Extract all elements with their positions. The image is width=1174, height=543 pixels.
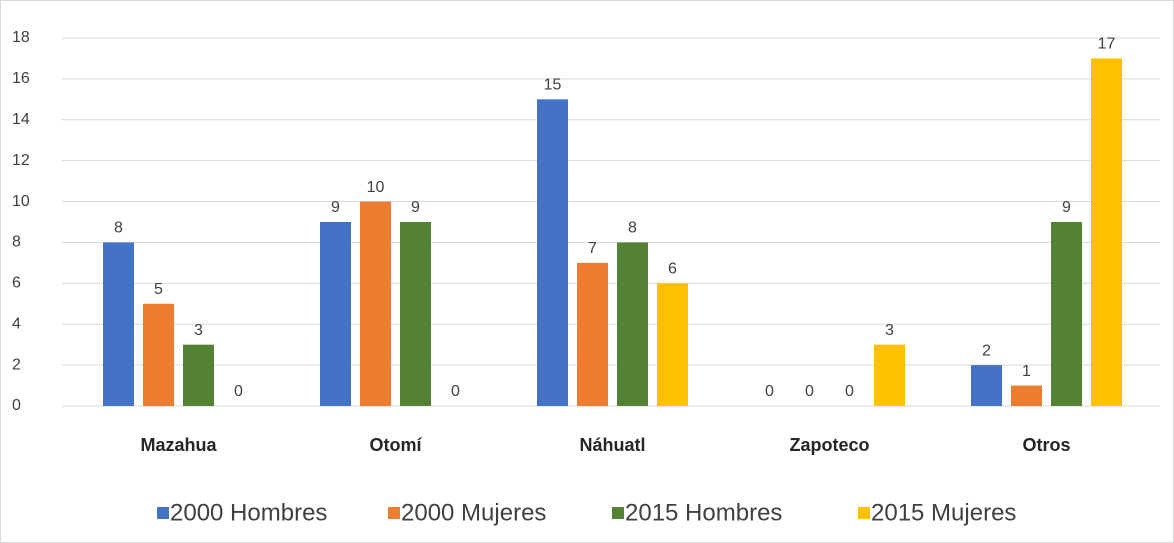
legend-label: 2000 Mujeres [401, 499, 546, 526]
x-tick-label: Zapoteco [789, 435, 869, 455]
data-label: 10 [367, 179, 385, 196]
bar [183, 344, 214, 406]
bar [360, 201, 391, 406]
data-label: 2 [982, 342, 991, 359]
y-tick-label: 6 [12, 275, 21, 292]
y-tick-label: 16 [12, 70, 30, 87]
legend-swatch [612, 507, 624, 519]
x-tick-label: Otomí [370, 435, 423, 455]
x-tick-label: Otros [1022, 435, 1070, 455]
legend-label: 2000 Hombres [170, 499, 327, 526]
x-tick-label: Mazahua [140, 435, 217, 455]
bar [1011, 385, 1042, 406]
bar [971, 365, 1002, 406]
data-label: 6 [668, 261, 677, 278]
legend-swatch [157, 507, 169, 519]
data-label: 5 [154, 281, 163, 298]
y-tick-label: 10 [12, 193, 30, 210]
bar [657, 283, 688, 406]
data-label: 0 [805, 383, 814, 400]
y-tick-label: 14 [12, 111, 30, 128]
data-label: 1 [1022, 363, 1031, 380]
x-tick-label: Náhuatl [579, 435, 645, 455]
bar [103, 242, 134, 406]
data-label: 0 [765, 383, 774, 400]
y-tick-label: 8 [12, 234, 21, 251]
y-tick-label: 2 [12, 356, 21, 373]
data-label: 15 [544, 77, 562, 94]
y-tick-label: 12 [12, 152, 30, 169]
legend-label: 2015 Mujeres [871, 499, 1016, 526]
bar [874, 344, 905, 406]
data-label: 0 [451, 383, 460, 400]
y-tick-label: 18 [12, 29, 30, 46]
data-label: 17 [1098, 36, 1116, 53]
data-label: 8 [114, 220, 123, 237]
bar [617, 242, 648, 406]
data-label: 8 [628, 220, 637, 237]
data-label: 7 [588, 240, 597, 257]
data-label: 9 [411, 199, 420, 216]
data-label: 9 [331, 199, 340, 216]
data-label: 0 [845, 383, 854, 400]
y-tick-label: 4 [12, 315, 21, 332]
legend-swatch [388, 507, 400, 519]
bar [400, 222, 431, 406]
bar [537, 99, 568, 406]
legend-swatch [858, 507, 870, 519]
legend-label: 2015 Hombres [625, 499, 782, 526]
bar [320, 222, 351, 406]
data-label: 3 [194, 322, 203, 339]
y-tick-label: 0 [12, 397, 21, 414]
bar [143, 303, 174, 406]
bar [1091, 58, 1122, 406]
bar [577, 262, 608, 406]
data-label: 0 [234, 383, 243, 400]
data-label: 3 [885, 322, 894, 339]
data-label: 9 [1062, 199, 1071, 216]
bar [1051, 222, 1082, 406]
